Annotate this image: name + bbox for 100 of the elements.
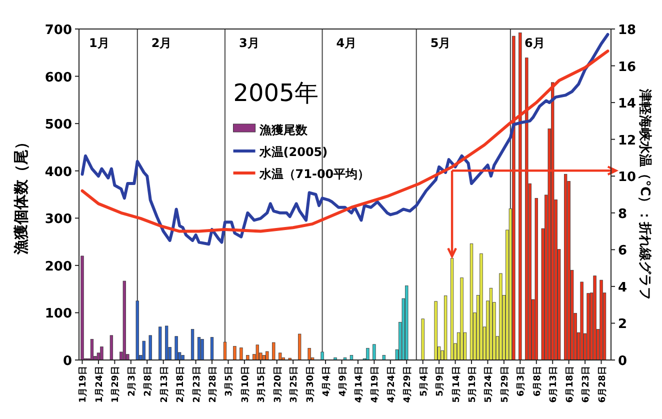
bar (512, 36, 516, 360)
bar (534, 198, 538, 360)
bar (100, 346, 104, 360)
bar (308, 348, 311, 360)
x-tick-label: 5月14日 (450, 366, 462, 403)
y-tick-label: 200 (44, 259, 72, 274)
bar (518, 32, 522, 360)
text: 2005年 (233, 79, 318, 107)
bar (278, 352, 282, 360)
x-tick-label: 4月9日 (337, 366, 348, 397)
bar (174, 336, 178, 360)
x-tick-label: 1月29日 (110, 366, 122, 403)
y2-tick-label: 14 (618, 96, 636, 112)
bar (246, 355, 250, 360)
ref-line-label: 4月 (336, 36, 357, 50)
x-tick-label: 6月18日 (564, 366, 576, 403)
x-tick-label: 2月13日 (158, 366, 170, 403)
y-tick-label: 400 (44, 164, 72, 180)
annotation: 1月 (89, 36, 110, 50)
x-tick-label: 4月19日 (370, 366, 381, 403)
bar (200, 338, 204, 360)
bar (434, 301, 438, 360)
x-tick-label: 5月9日 (434, 366, 446, 397)
y-tick-label: 100 (44, 306, 72, 322)
y2-tick-label: 10 (618, 170, 636, 186)
bar (580, 282, 584, 360)
x-tick-label: 4月29日 (402, 366, 414, 403)
bar (181, 355, 184, 360)
x-tick-label: 4月24日 (386, 366, 397, 403)
bar (499, 273, 502, 360)
x-tick-label: 2月23日 (191, 366, 202, 403)
bar (210, 337, 214, 360)
x-tick-label: 2月28日 (208, 366, 218, 403)
bar (122, 280, 126, 360)
y-tick-label: 500 (44, 118, 72, 133)
bar (564, 174, 568, 360)
bar (586, 293, 590, 360)
bar (593, 276, 596, 360)
bar (240, 348, 243, 360)
bar (80, 256, 84, 360)
bar (148, 335, 152, 360)
x-tick-label: 5月19日 (467, 366, 478, 403)
x-tick-label: 5月29日 (499, 366, 510, 403)
ref-line-label: 5月 (430, 36, 451, 50)
bar (142, 340, 146, 360)
bar (110, 335, 114, 360)
x-tick-label: 3月20日 (272, 366, 284, 403)
x-tick-label: 6月28日 (596, 366, 608, 403)
x-tick-label: 6月13日 (548, 366, 560, 403)
bar (372, 344, 376, 360)
x-tick-label: 6月3日 (516, 366, 527, 397)
bar (450, 258, 454, 360)
bar (158, 326, 162, 360)
ref-line-label: 2月 (151, 36, 172, 50)
y2-axis-title: 津軽海峡水温（°C）：折れ線グラフ (637, 88, 652, 300)
y2-tick-label: 2 (618, 317, 628, 332)
bar (421, 318, 424, 360)
bar (551, 82, 554, 360)
bar (272, 342, 276, 360)
bar (136, 300, 139, 360)
y2-tick-label: 12 (618, 133, 636, 148)
y2-tick-label: 18 (618, 23, 636, 38)
bar (480, 253, 483, 360)
y2-tick-label: 6 (618, 244, 628, 259)
x-tick-label: 2月3日 (126, 366, 138, 397)
bar (444, 295, 448, 360)
bar (223, 342, 227, 360)
x-tick-label: 4月4日 (321, 366, 332, 397)
y-axis-title: 漁獲個体数（尾） (12, 134, 30, 256)
x-tick-label: 1月24日 (94, 366, 105, 403)
x-tick-label: 5月4日 (418, 366, 430, 397)
x-tick-label: 1月19日 (78, 366, 89, 403)
x-tick-label: 3月15日 (256, 366, 268, 403)
bar (405, 286, 408, 360)
y-tick-label: 700 (44, 23, 72, 38)
x-tick-label: 2月8日 (142, 366, 154, 397)
bar (233, 346, 236, 360)
y2-tick-label: 0 (618, 354, 628, 369)
x-tick-label: 5月24日 (483, 366, 494, 403)
ref-line-label: 6月 (524, 36, 545, 50)
bar (165, 326, 168, 360)
bar (266, 351, 269, 360)
bar (256, 344, 259, 360)
x-tick-label: 6月23日 (580, 366, 592, 403)
x-tick-label: 4月14日 (353, 366, 364, 403)
bar (90, 338, 94, 360)
bar (460, 278, 464, 360)
y-tick-label: 0 (62, 354, 72, 369)
bar (197, 337, 201, 360)
bar (600, 280, 603, 360)
bar (382, 355, 386, 360)
x-tick-label: 2月18日 (175, 366, 186, 403)
bar (320, 352, 324, 360)
bar (525, 58, 528, 360)
legend-label: 漁獲尾数 (258, 123, 308, 137)
bar (470, 243, 474, 360)
x-tick-label: 3月5日 (224, 366, 235, 397)
ref-line-label: 3月 (238, 36, 260, 50)
bar (262, 355, 266, 360)
y-tick-label: 600 (44, 70, 72, 86)
